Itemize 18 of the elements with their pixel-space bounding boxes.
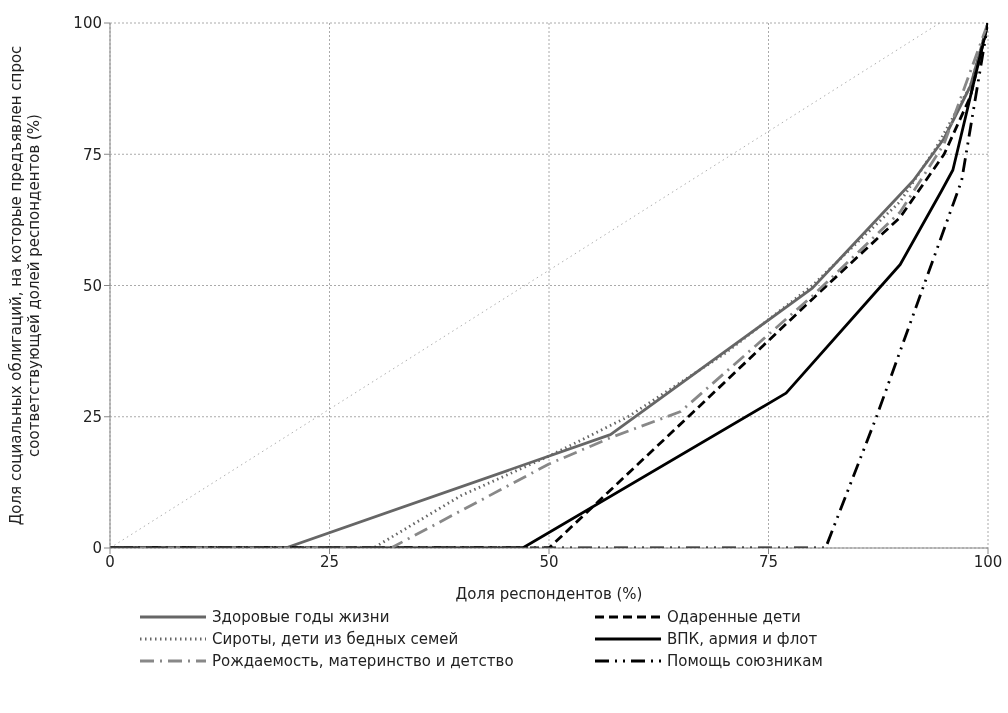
- y-tick-label: 0: [92, 539, 102, 558]
- legend-label: Рождаемость, материнство и детство: [212, 652, 514, 670]
- legend-label: Одаренные дети: [667, 608, 801, 626]
- x-tick-label: 75: [758, 552, 779, 571]
- y-tick-label: 50: [82, 276, 102, 295]
- x-tick-label: 100: [973, 552, 1003, 571]
- y-tick-label: 25: [82, 408, 102, 427]
- y-tick-label: 100: [73, 14, 102, 33]
- y-tick-label: 75: [82, 145, 102, 164]
- legend-label: ВПК, армия и флот: [667, 630, 818, 648]
- legend-label: Сироты, дети из бедных семей: [212, 630, 459, 648]
- x-axis-title: Доля респондентов (%): [455, 585, 643, 603]
- legend-label: Помощь союзникам: [667, 652, 823, 670]
- x-tick-label: 0: [105, 552, 115, 571]
- y-axis-title: Доля социальных облигаций, на которые предъявлен спрос соответствующей долей респондентов (%): [7, 45, 43, 526]
- x-tick-label: 50: [539, 552, 559, 571]
- legend-label: Здоровые годы жизни: [212, 608, 390, 626]
- x-tick-label: 25: [319, 552, 340, 571]
